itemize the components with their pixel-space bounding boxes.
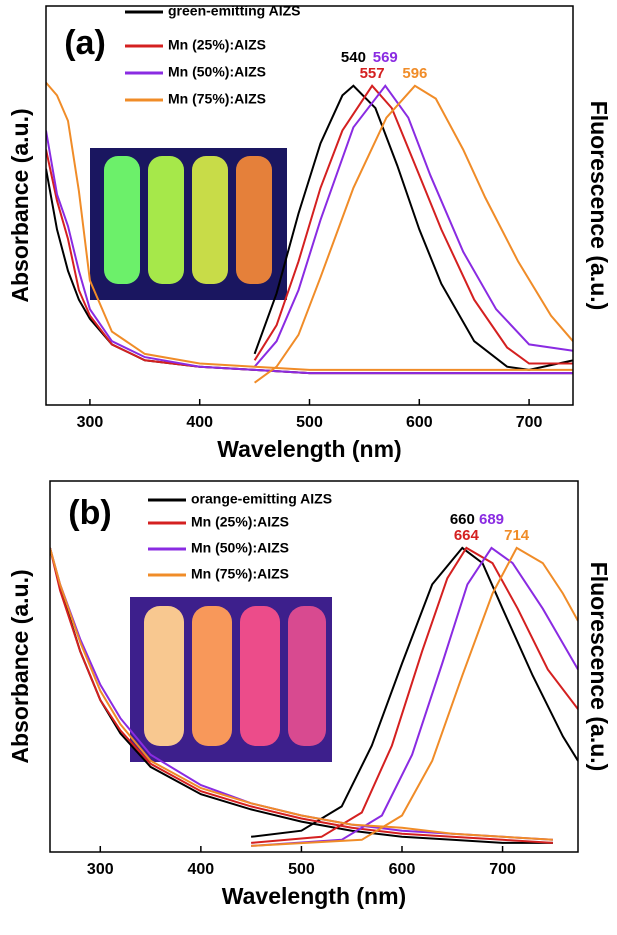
panel-label: (a) (64, 24, 106, 62)
y-axis-label: Absorbance (a.u.) (7, 569, 33, 763)
peak-label: 540 (341, 49, 366, 66)
x-tick-label: 500 (296, 414, 323, 431)
inset-photo (130, 597, 332, 762)
peak-label: 689 (479, 511, 504, 528)
x-tick-label: 400 (188, 861, 215, 878)
legend-label: Mn (50%):AIZS (168, 64, 266, 80)
plot-frame (49, 480, 579, 853)
absorbance-line (46, 130, 573, 375)
fluorescence-line (251, 546, 578, 847)
peak-label: 557 (360, 65, 385, 82)
legend-label: Mn (75%):AIZS (191, 566, 289, 582)
x-tick-label: 300 (87, 861, 114, 878)
x-tick-label: 600 (406, 414, 433, 431)
legend-label: Mn (25%):AIZS (168, 37, 266, 53)
legend-label: Mn (75%):AIZS (168, 91, 266, 107)
absorbance-line (50, 547, 553, 841)
panel-label: (b) (68, 494, 111, 532)
fluorescence-line (253, 84, 573, 365)
x-tick-label: 500 (288, 861, 315, 878)
peak-label: 664 (454, 527, 480, 544)
x-tick-label: 700 (489, 861, 516, 878)
legend-label: orange-emitting AIZS (191, 491, 332, 507)
fluorescence-line (251, 546, 578, 847)
fluorescence-line (251, 546, 578, 844)
legend-label: Mn (50%):AIZS (191, 540, 289, 556)
legend-label: green-emitting AIZS (168, 3, 301, 19)
x-tick-label: 300 (77, 414, 104, 431)
fluorescence-line (253, 84, 573, 371)
legend-label: Mn (25%):AIZS (191, 514, 289, 530)
inset-photo (90, 148, 287, 300)
absorbance-line (50, 547, 553, 844)
fluorescence-line (254, 84, 573, 384)
peak-label: 569 (373, 49, 398, 66)
peak-label: 660 (450, 511, 475, 528)
x-tick-label: 600 (389, 861, 416, 878)
peak-label: 714 (504, 527, 530, 544)
x-axis-label: Wavelength (nm) (217, 436, 401, 462)
y-axis-label: Absorbance (a.u.) (7, 108, 33, 302)
absorbance-line (46, 81, 573, 371)
fluorescence-line (250, 546, 578, 838)
x-axis-label: Wavelength (nm) (222, 883, 406, 909)
peak-label: 596 (402, 65, 427, 82)
fluorescence-line (253, 84, 573, 368)
y2-axis-label: Fluorescence (a.u.) (586, 101, 612, 311)
x-tick-label: 700 (516, 414, 543, 431)
x-tick-label: 400 (186, 414, 213, 431)
y2-axis-label: Fluorescence (a.u.) (586, 562, 612, 772)
